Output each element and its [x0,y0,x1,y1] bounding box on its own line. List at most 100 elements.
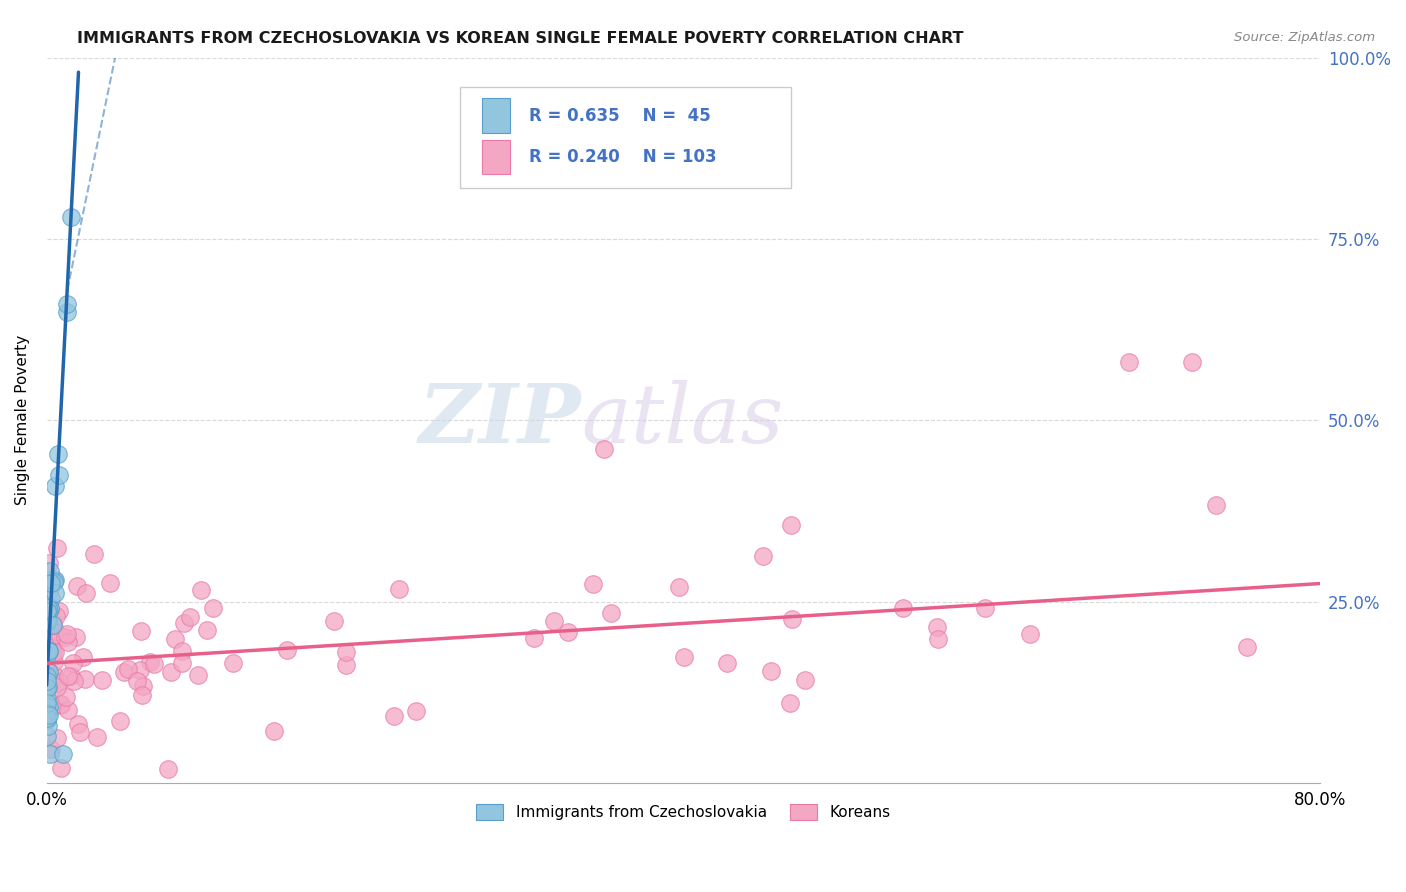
Point [49,630,72,644]
Text: atlas: atlas [581,380,783,460]
Point [49,698,72,712]
Point [202,601,225,615]
Point [927,632,949,646]
Point [41,645,63,659]
Point [55,627,77,641]
Point [557,624,579,639]
Point [44,586,66,600]
Point [129,624,152,639]
Point [45,731,67,745]
Point [1118,355,1140,369]
Point [39,576,62,591]
Text: R = 0.240    N = 103: R = 0.240 N = 103 [529,148,717,166]
Point [75,586,97,600]
Point [37,643,59,657]
Point [927,620,949,634]
Point [35,669,58,683]
Y-axis label: Single Female Poverty: Single Female Poverty [15,335,30,506]
Point [335,657,357,672]
Point [42,668,65,682]
Point [42,574,65,589]
Point [44,645,66,659]
Point [55,690,77,704]
Point [779,697,801,711]
Point [132,680,155,694]
Point [405,704,427,718]
Point [891,601,914,615]
Point [38,699,60,714]
Point [1019,627,1042,641]
Point [98,576,121,591]
Point [38,643,60,657]
Point [56,669,79,683]
Point [35,691,58,706]
Point [157,762,180,776]
Point [195,624,218,638]
Point [63,673,86,688]
Point [973,600,995,615]
Point [42,573,65,587]
Point [759,664,782,678]
Point [382,709,405,723]
Point [35,673,58,688]
Point [673,649,696,664]
Point [65,630,87,644]
Point [582,577,605,591]
Point [44,573,66,587]
Point [72,649,94,664]
Point [160,665,183,679]
Point [142,657,165,671]
Point [35,706,58,721]
Point [780,518,803,533]
Point [67,717,90,731]
Point [117,662,139,676]
Point [45,676,67,690]
Point [48,604,70,618]
Point [37,607,59,621]
Point [323,614,346,628]
Point [56,635,79,649]
Point [139,655,162,669]
Point [62,657,84,671]
Point [41,576,63,591]
Point [38,556,60,570]
Point [263,724,285,739]
FancyBboxPatch shape [482,98,510,133]
Point [65,579,87,593]
Point [276,643,298,657]
Point [163,632,186,646]
Point [172,644,194,658]
Point [1205,498,1227,512]
Point [51,761,73,775]
Point [59,211,82,225]
Point [56,297,79,311]
Point [222,656,245,670]
FancyBboxPatch shape [482,140,510,175]
Point [45,609,67,624]
Point [37,681,59,696]
Text: ZIP: ZIP [419,380,581,460]
Point [46,541,69,556]
Legend: Immigrants from Czechoslovakia, Koreans: Immigrants from Czechoslovakia, Koreans [470,798,897,826]
Point [38,747,60,761]
Point [37,648,59,663]
Point [752,549,775,563]
Point [38,677,60,691]
Point [716,656,738,670]
Point [37,604,59,618]
Point [335,645,357,659]
Point [37,598,59,612]
Point [37,648,59,663]
Point [39,640,62,654]
Point [37,615,59,629]
Point [668,580,690,594]
Point [44,479,66,493]
Point [44,623,66,637]
Point [56,703,79,717]
Point [37,601,59,615]
Point [38,602,60,616]
Point [41,640,63,655]
Point [38,600,60,615]
Point [129,663,152,677]
Point [52,747,75,761]
